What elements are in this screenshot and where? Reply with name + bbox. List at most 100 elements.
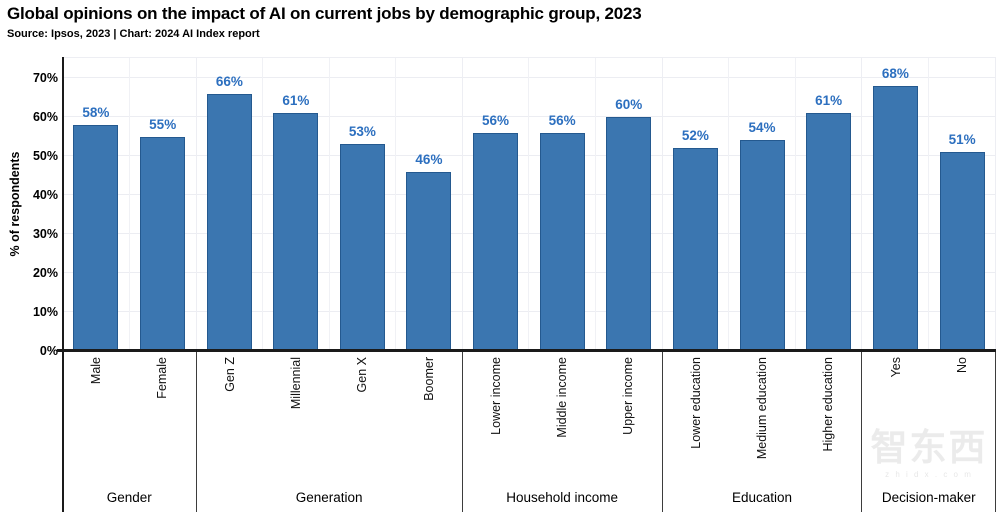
group-label: Gender [106, 490, 152, 505]
bar-value-label: 54% [748, 120, 776, 136]
category-label: Gen X [355, 357, 370, 393]
category-label: Lower income [488, 357, 503, 435]
category-label: Middle income [555, 357, 570, 438]
category-slot: Medium education [729, 352, 795, 512]
bar [73, 124, 119, 351]
bars-row: 58% 55% 66% 61% 53% 46% 56% 56% 60% 52% 54% 61% 68% 5… [63, 58, 995, 351]
bar-slot: 56% [463, 58, 529, 351]
y-tick-label: 30% [32, 227, 58, 241]
category-label: Yes [888, 357, 903, 378]
category-label: Female [155, 357, 170, 399]
group-label: Household income [506, 490, 619, 505]
bar-value-label: 58% [82, 104, 110, 120]
bar-value-label: 56% [548, 112, 576, 128]
category-slot: Boomer [395, 352, 461, 512]
category-slot: Higher education [795, 352, 861, 512]
category-label: Higher education [821, 357, 836, 452]
bar-value-label: 66% [215, 73, 243, 89]
category-slot: Lower education [663, 352, 729, 512]
category-label: Medium education [755, 357, 769, 460]
plot-area: 58% 55% 66% 61% 53% 46% 56% 56% 60% 52% 54% 61% 68% 5… [63, 57, 996, 351]
bar-slot: 51% [928, 58, 995, 351]
category-slot: Millennial [263, 352, 329, 512]
y-tick-label: 10% [32, 305, 58, 319]
category-slot: Gen Z [197, 352, 263, 512]
bar-slot: 54% [728, 58, 795, 351]
category-slot: Lower income [463, 352, 529, 512]
category-slot: Male [63, 352, 129, 512]
bar-value-label: 46% [415, 151, 443, 167]
bar-slot: 66% [197, 58, 263, 351]
bar-slot: 46% [395, 58, 462, 351]
bar-slot: 53% [328, 58, 396, 351]
bar-value-label: 55% [149, 116, 177, 132]
axis-group: Male Female Gender [63, 352, 196, 512]
y-tick-label: 60% [32, 110, 58, 124]
bar-group: 66% 61% 53% 46% [195, 58, 462, 351]
bar-value-label: 61% [815, 93, 843, 109]
category-slot: Middle income [529, 352, 595, 512]
bar [539, 132, 585, 351]
bar-slot: 55% [128, 58, 196, 351]
x-axis-label-band: Male Female Gender Gen Z Millennial Gen X Boom… [63, 352, 996, 512]
axis-group: Lower income Middle income Upper income Hou… [461, 352, 662, 512]
bar-value-label: 53% [348, 124, 376, 140]
axis-group: Yes No Decision-maker [861, 352, 995, 512]
y-tick-label: 50% [32, 149, 58, 163]
category-label: No [954, 357, 969, 373]
bar-group: 58% 55% [63, 58, 196, 351]
category-label: Boomer [421, 357, 436, 401]
category-slot: Upper income [595, 352, 661, 512]
x-axis-baseline [57, 349, 996, 352]
bar [872, 85, 918, 351]
bar-value-label: 51% [948, 132, 976, 148]
y-tick-label: 40% [32, 188, 58, 202]
bar-slot: 52% [663, 58, 729, 351]
category-label: Millennial [289, 357, 303, 410]
bar [206, 93, 252, 351]
group-label: Generation [295, 490, 363, 505]
y-tick-label: 20% [32, 266, 58, 280]
bar-slot: 58% [63, 58, 129, 351]
bar [406, 171, 452, 351]
category-slot: Gen X [329, 352, 395, 512]
axis-group: Lower education Medium education Higher ed… [661, 352, 862, 512]
bar-group: 52% 54% 61% [661, 58, 862, 351]
bar [939, 152, 985, 351]
category-label: Male [89, 357, 104, 385]
bar-group: 68% 51% [861, 58, 995, 351]
bar-slot: 61% [262, 58, 329, 351]
bar-slot: 60% [594, 58, 662, 351]
y-tick-label: 0% [39, 344, 58, 358]
category-slot: Yes [862, 352, 928, 512]
y-tick-label: 70% [32, 71, 58, 85]
bar-slot: 68% [862, 58, 928, 351]
category-slot: No [929, 352, 995, 512]
bar-slot: 56% [528, 58, 595, 351]
bar-value-label: 52% [681, 128, 709, 144]
bar [273, 113, 319, 351]
bar-group: 56% 56% 60% [461, 58, 662, 351]
y-axis-line [62, 57, 64, 512]
bar [140, 136, 186, 351]
bar [606, 117, 652, 351]
bar [739, 140, 785, 351]
group-label: Decision-maker [881, 490, 976, 505]
bar [339, 144, 385, 351]
chart-subtitle: Source: Ipsos, 2023 | Chart: 2024 AI Ind… [7, 28, 260, 40]
y-axis-ticks: 0% 10% 20% 30% 40% 50% 60% 70% [0, 57, 58, 358]
bar [806, 113, 852, 351]
bar [473, 132, 519, 351]
category-label: Gen Z [222, 357, 237, 392]
bar-value-label: 60% [615, 97, 643, 112]
category-label: Lower education [688, 357, 703, 449]
bar-value-label: 68% [881, 65, 909, 81]
category-label: Upper income [621, 357, 636, 435]
bar [672, 148, 718, 351]
bar-slot: 61% [794, 58, 862, 351]
group-label: Education [731, 490, 793, 505]
axis-group: Gen Z Millennial Gen X Boomer Generation [195, 352, 462, 512]
bar-value-label: 61% [282, 93, 310, 109]
chart-title: Global opinions on the impact of AI on c… [7, 4, 642, 23]
